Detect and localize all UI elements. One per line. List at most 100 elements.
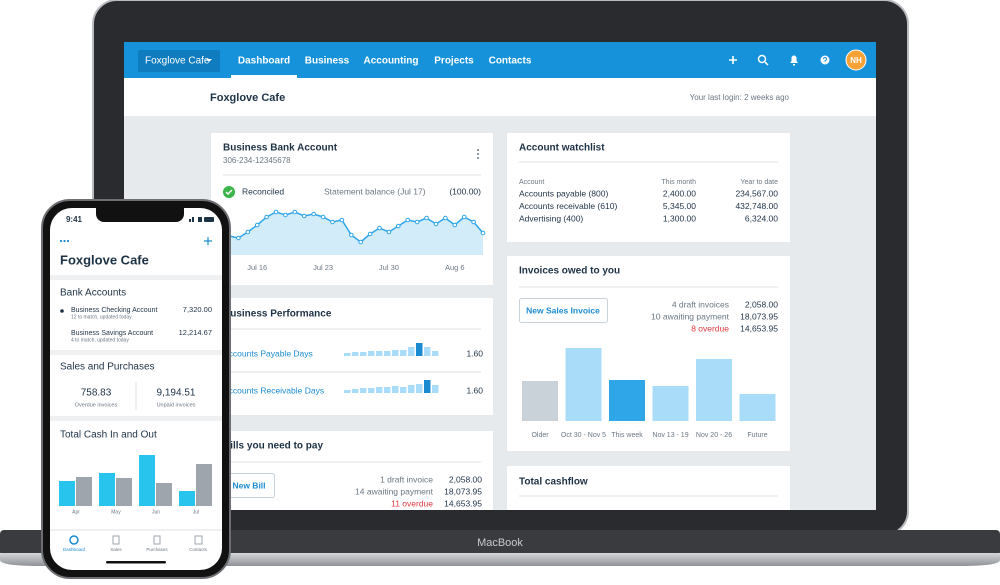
month-value: 1,300.00 [663,213,696,223]
nav-tab[interactable]: Business [305,56,350,67]
tab-label[interactable]: Contacts [189,547,208,552]
summary-value: 9,194.51 [157,388,196,399]
chart-point [396,223,401,229]
org-switcher[interactable] [138,50,220,72]
tab-label[interactable]: Purchases [146,547,168,552]
nav-tab[interactable]: Projects [434,56,474,67]
summary-label: Overdue invoices [75,402,118,408]
avatar-initials[interactable]: NH [850,56,862,65]
chart-point [480,230,486,236]
chart-point [254,222,260,228]
chart-point [283,212,288,218]
chart-point [301,213,307,219]
x-tick-label: Nov 20 - 26 [696,432,732,439]
sparkline-bar [352,352,359,356]
chart-point [443,215,448,221]
kebab-menu[interactable] [477,149,479,159]
button-label[interactable]: New Sales Invoice [526,305,600,315]
chart-point [424,215,429,221]
card-title[interactable]: Business Bank Account [223,143,338,154]
home-indicator [106,561,166,564]
x-tick-label: This week [611,432,643,439]
search-icon[interactable] [757,54,769,66]
avatar[interactable] [845,49,867,71]
tab-label[interactable]: Sales [110,547,122,552]
summary-label: 8 overdue [691,323,729,333]
sparkline-bar [432,351,439,356]
nav-tab[interactable]: Dashboard [238,56,290,67]
menu-icon[interactable] [59,239,70,243]
tab-icon[interactable] [69,535,79,545]
card-title[interactable]: Bills you need to pay [223,441,323,452]
statement-value: (100.00) [449,186,481,196]
bar [696,359,732,421]
sparkline-bar [400,387,407,393]
tab-icon[interactable] [194,535,203,545]
x-tick-label: Oct 30 - Nov 5 [561,432,606,439]
button-label[interactable]: New Bill [232,480,265,490]
nav-tab[interactable]: Contacts [489,56,532,67]
metric-value: 1.60 [466,348,483,358]
sparkline-bar [416,384,423,393]
laptop-base [0,553,1000,566]
column-header: Account [519,179,544,186]
account-note: 4 to match, updated today [71,337,129,343]
account-name[interactable]: Business Savings Account [71,330,153,337]
card [211,298,493,415]
ytd-value: 6,324.00 [745,213,778,223]
help-icon[interactable] [820,55,830,65]
bar [116,478,132,506]
bar [76,477,92,506]
sparkline-bar [360,388,367,393]
x-tick-label: Older [531,432,549,439]
add-icon[interactable] [729,56,737,64]
card [507,256,790,451]
chart-point [348,232,354,238]
sparkline-bar [352,389,359,393]
chart-area [229,212,483,255]
active-tab-indicator [231,75,297,78]
sparkline-bar [376,387,383,393]
x-tick-label: Nov 13 - 19 [652,432,688,439]
sparkline-bar [392,350,399,356]
add-icon[interactable] [204,237,212,245]
column-header: Year to date [741,179,779,186]
summary-value: 14,653.95 [444,498,482,508]
card-title[interactable]: Account watchlist [519,143,605,154]
nav-tab[interactable]: Accounting [364,56,419,67]
account-name[interactable]: Business Checking Account [71,307,157,314]
bar [565,348,602,421]
sparkline-bar [424,380,431,393]
summary-label: 14 awaiting payment [355,486,434,496]
tab-label[interactable]: Dashboard [63,547,86,552]
chart-point [471,219,476,225]
metric-link[interactable]: Accounts Payable Days [223,348,313,358]
new-invoice-button[interactable] [519,298,608,323]
org-name[interactable]: Foxglove Cafe [145,56,210,67]
card-title[interactable]: Invoices owed to you [519,266,620,277]
page-title: Foxglove Cafe [210,92,285,104]
tab-icon[interactable] [112,535,120,545]
bar [139,455,155,506]
bar [59,481,75,506]
bell-icon[interactable] [790,55,798,66]
summary-label: 11 overdue [391,498,433,508]
chart-point [245,229,251,235]
month-value: 5,345.00 [663,201,696,211]
chart-point [264,214,269,220]
card-title[interactable]: Total cashflow [519,477,588,488]
card-title[interactable]: Business Performance [223,309,332,320]
account-note: 12 to match, updated today [71,314,132,320]
chart-point [386,229,392,235]
bar [609,380,645,421]
account-link: Accounts payable (800) [519,188,608,198]
bar [522,381,558,421]
account-number: 306-234-12345678 [223,156,291,165]
tab-icon[interactable] [153,535,161,545]
sparkline-bar [344,353,351,356]
phone-screen: 9:41 Foxglove Cafe Bank Accounts Busines… [50,208,222,570]
chart-point [320,214,326,220]
nav-bar [124,42,876,78]
metric-link[interactable]: Accounts Receivable Days [223,385,324,395]
sparkline-bar [376,351,383,356]
